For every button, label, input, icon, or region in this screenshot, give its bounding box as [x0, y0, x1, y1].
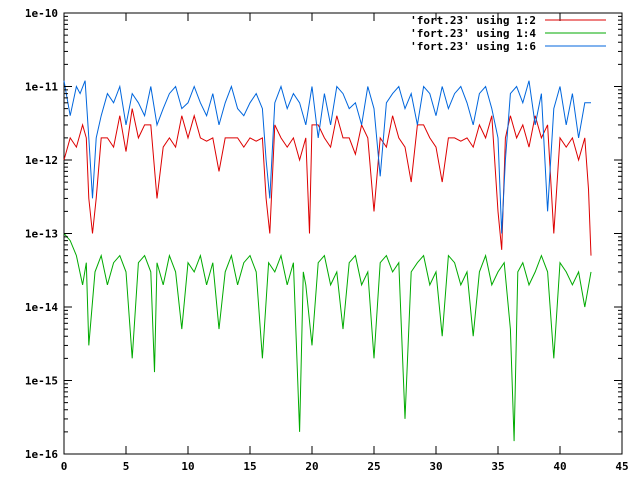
legend-label: 'fort.23' using 1:2	[410, 14, 536, 27]
x-tick-label: 30	[429, 460, 442, 473]
x-tick-label: 0	[61, 460, 68, 473]
x-tick-label: 45	[615, 460, 628, 473]
legend-label: 'fort.23' using 1:6	[410, 40, 536, 53]
y-tick-label: 1e-15	[25, 375, 58, 388]
y-tick-label: 1e-14	[25, 301, 58, 314]
series-line-1	[63, 108, 592, 256]
x-tick-label: 5	[123, 460, 130, 473]
y-tick-label: 1e-16	[25, 448, 58, 461]
series-layer	[63, 80, 592, 442]
legend-label: 'fort.23' using 1:4	[410, 27, 536, 40]
series-line-3	[63, 80, 591, 234]
x-tick-label: 10	[181, 460, 194, 473]
y-tick-label: 1e-10	[25, 7, 58, 20]
y-tick-label: 1e-12	[25, 154, 58, 167]
x-tick-label: 25	[367, 460, 380, 473]
y-tick-label: 1e-13	[25, 228, 58, 241]
x-tick-label: 20	[305, 460, 318, 473]
y-tick-label: 1e-11	[25, 81, 58, 94]
legend: 'fort.23' using 1:2'fort.23' using 1:4'f…	[410, 14, 606, 53]
y-axis-ticks: 1e-16 1e-15 1e-14 1e-13 1e-12 1e-11 1e-10	[25, 7, 622, 461]
series-line-2	[63, 233, 592, 442]
x-tick-label: 15	[243, 460, 256, 473]
x-tick-label: 35	[491, 460, 504, 473]
x-axis-ticks: 0 5 10 15 20 25 30 35 40 45	[61, 13, 629, 473]
x-tick-label: 40	[553, 460, 566, 473]
